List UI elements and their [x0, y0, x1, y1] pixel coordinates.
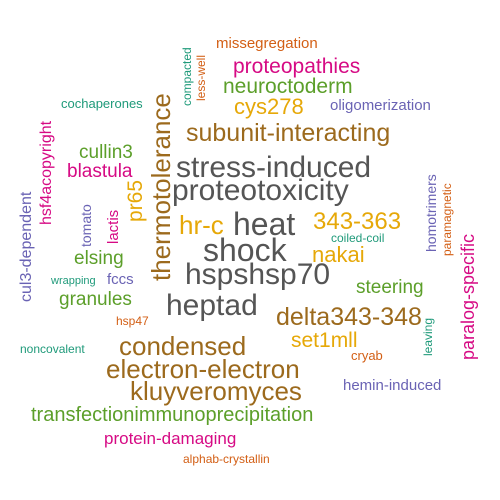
word-steering: steering [356, 277, 424, 298]
word-hemin-induced: hemin-induced [343, 377, 442, 394]
word-lactis: lactis [105, 209, 122, 244]
word-condensed: condensed [119, 331, 247, 361]
word-hspshsp70: hspshsp70 [185, 258, 331, 291]
word-coiled-coil: coiled-coil [331, 231, 385, 245]
word-less-well: less-well [194, 54, 208, 101]
word-343-363: 343-363 [313, 208, 402, 235]
word-stress-induced: stress-induced [176, 151, 372, 184]
word-wrapping: wrapping [51, 275, 96, 287]
word-cochaperones: cochaperones [61, 96, 143, 111]
word-elsing: elsing [74, 248, 124, 269]
word-hsp47: hsp47 [116, 314, 149, 328]
word-paralog-specific: paralog-specific [458, 233, 478, 360]
word-hsf4acopyright: hsf4acopyright [38, 120, 55, 225]
word-neuroctoderm: neuroctoderm [223, 75, 353, 98]
word-blastula: blastula [67, 161, 133, 182]
word-oligomerization: oligomerization [330, 97, 431, 114]
word-protein-damaging: protein-damaging [104, 429, 237, 448]
word-shock: shock [203, 232, 287, 268]
word-pr65: pr65 [124, 179, 147, 222]
word-heptad: heptad [166, 289, 258, 322]
word-missegregation: missegregation [216, 35, 318, 52]
word-leaving: leaving [421, 317, 435, 356]
word-nakai: nakai [312, 242, 365, 267]
word-electron-electron: electron-electron [106, 354, 300, 384]
word-cul3-dependent: cul3-dependent [18, 191, 35, 302]
word-heat: heat [233, 206, 296, 242]
word-granules: granules [59, 289, 132, 310]
word-fccs: fccs [107, 271, 134, 288]
word-alphab-crystallin: alphab-crystallin [183, 452, 270, 466]
word-paramagnetic: paramagnetic [440, 183, 454, 256]
word-transfectionimmunoprecipitation: transfectionimmunoprecipitation [31, 404, 314, 426]
word-subunit-interacting: subunit-interacting [186, 119, 391, 147]
word-noncovalent: noncovalent [20, 342, 85, 356]
word-cullin3: cullin3 [79, 142, 133, 163]
word-homotrimers: homotrimers [423, 174, 439, 252]
word-proteopathies: proteopathies [233, 55, 361, 78]
word-delta343-348: delta343-348 [276, 303, 422, 331]
word-cys278: cys278 [234, 94, 304, 119]
word-proteotoxicity: proteotoxicity [172, 174, 349, 207]
word-set1mll: set1mll [291, 329, 358, 352]
word-cryab: cryab [351, 348, 383, 363]
word-thermotolerance: thermotolerance [146, 93, 176, 281]
word-kluyveromyces: kluyveromyces [130, 376, 302, 406]
word-tomato: tomato [78, 204, 94, 247]
word-compacted: compacted [180, 47, 194, 106]
word-hr-c: hr-c [179, 210, 224, 240]
